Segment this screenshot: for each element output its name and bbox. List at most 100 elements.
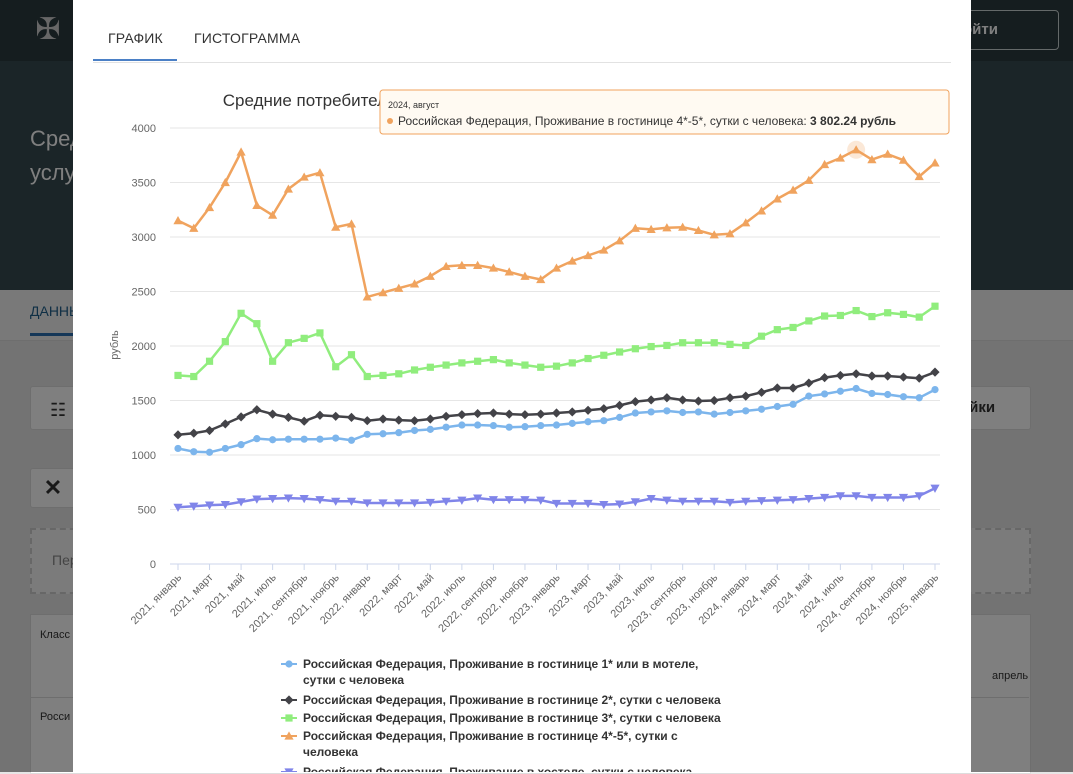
data-point[interactable] (252, 200, 262, 209)
data-point[interactable] (631, 345, 639, 353)
data-point[interactable] (757, 332, 766, 340)
legend-item[interactable]: Российская Федерация, Проживание в гости… (281, 711, 721, 725)
data-point[interactable] (236, 412, 246, 422)
data-point[interactable] (378, 414, 388, 424)
data-point[interactable] (599, 245, 609, 254)
data-point[interactable] (914, 171, 924, 181)
data-point[interactable] (315, 496, 325, 505)
data-point[interactable] (804, 495, 814, 504)
data-point[interactable] (409, 416, 420, 426)
data-point[interactable] (568, 359, 576, 367)
data-point[interactable] (662, 393, 672, 403)
data-point[interactable] (679, 408, 687, 417)
data-point[interactable] (425, 271, 435, 280)
data-point[interactable] (394, 283, 404, 292)
data-point[interactable] (884, 390, 892, 399)
data-point[interactable] (536, 274, 546, 284)
data-point[interactable] (190, 372, 198, 381)
data-point[interactable] (332, 434, 340, 442)
data-point[interactable] (521, 423, 529, 431)
data-point[interactable] (884, 309, 892, 317)
data-point[interactable] (852, 306, 860, 315)
data-point[interactable] (409, 499, 420, 508)
data-point[interactable] (821, 312, 829, 320)
data-point[interactable] (489, 356, 498, 364)
data-point[interactable] (584, 418, 592, 426)
data-point[interactable] (473, 494, 483, 503)
data-point[interactable] (930, 367, 940, 377)
data-point[interactable] (426, 425, 434, 433)
data-point[interactable] (488, 408, 499, 418)
data-point[interactable] (805, 392, 813, 400)
data-point[interactable] (821, 390, 829, 398)
data-point[interactable] (520, 496, 530, 505)
data-point[interactable] (804, 175, 814, 184)
data-point[interactable] (567, 256, 577, 265)
legend-marker[interactable] (284, 695, 294, 705)
data-point[interactable] (835, 153, 845, 162)
data-point[interactable] (299, 416, 309, 426)
data-point[interactable] (237, 309, 245, 317)
data-point[interactable] (599, 500, 609, 510)
data-point[interactable] (931, 386, 939, 394)
data-point[interactable] (489, 421, 498, 430)
series-line[interactable] (177, 387, 936, 454)
data-point[interactable] (221, 338, 229, 346)
data-point[interactable] (362, 292, 372, 301)
data-point[interactable] (709, 395, 719, 406)
data-point[interactable] (379, 430, 387, 438)
data-point[interactable] (693, 497, 704, 506)
data-point[interactable] (252, 405, 262, 415)
data-point[interactable] (930, 158, 940, 167)
data-point[interactable] (789, 323, 797, 332)
data-point[interactable] (474, 421, 482, 429)
data-point[interactable] (600, 417, 608, 425)
data-point[interactable] (663, 407, 671, 415)
data-point[interactable] (772, 194, 782, 203)
data-point[interactable] (694, 408, 703, 416)
data-point[interactable] (552, 421, 561, 429)
data-point[interactable] (316, 435, 324, 443)
data-point[interactable] (269, 357, 277, 365)
data-point[interactable] (631, 409, 639, 417)
series-line[interactable] (177, 148, 936, 299)
data-point[interactable] (678, 222, 688, 231)
data-point[interactable] (379, 371, 387, 380)
data-point[interactable] (788, 383, 798, 393)
data-point[interactable] (567, 499, 577, 509)
data-point[interactable] (835, 370, 845, 381)
data-point[interactable] (395, 429, 403, 437)
data-point[interactable] (363, 372, 371, 381)
data-point[interactable] (646, 395, 656, 405)
data-point[interactable] (316, 329, 324, 337)
data-point[interactable] (852, 384, 860, 393)
data-point[interactable] (252, 495, 262, 504)
data-point[interactable] (726, 340, 734, 348)
data-point[interactable] (284, 339, 292, 347)
data-point[interactable] (600, 351, 608, 359)
data-point[interactable] (615, 348, 624, 356)
data-point[interactable] (756, 206, 767, 215)
data-point[interactable] (726, 408, 734, 417)
data-point[interactable] (394, 499, 404, 508)
data-point[interactable] (488, 263, 499, 272)
data-point[interactable] (647, 342, 655, 351)
data-point[interactable] (236, 147, 246, 156)
data-point[interactable] (679, 339, 687, 347)
data-point[interactable] (521, 361, 529, 369)
data-point[interactable] (205, 357, 214, 365)
data-point[interactable] (268, 210, 278, 219)
data-point[interactable] (442, 361, 450, 369)
data-point[interactable] (537, 421, 545, 430)
legend-marker[interactable] (285, 714, 293, 722)
data-point[interactable] (915, 394, 923, 402)
data-point[interactable] (268, 409, 278, 419)
data-point[interactable] (457, 496, 467, 505)
data-point[interactable] (457, 260, 467, 269)
data-point[interactable] (331, 222, 341, 231)
data-point[interactable] (410, 426, 419, 435)
data-point[interactable] (221, 444, 229, 453)
data-point[interactable] (331, 497, 341, 506)
data-point[interactable] (772, 383, 782, 393)
data-point[interactable] (567, 407, 577, 417)
